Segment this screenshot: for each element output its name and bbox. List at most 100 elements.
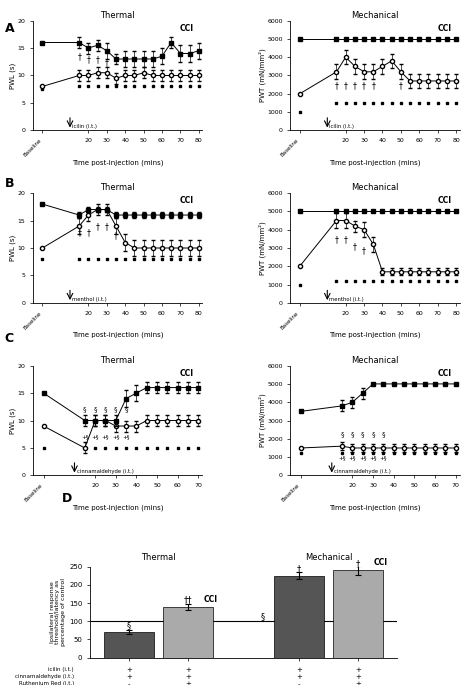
Text: +: + bbox=[296, 674, 302, 680]
Bar bbox=[333, 571, 383, 658]
Text: +§: +§ bbox=[349, 455, 356, 460]
Text: Ruthenium Red (i.t.): Ruthenium Red (i.t.) bbox=[18, 682, 74, 685]
Text: +§: +§ bbox=[369, 455, 377, 460]
Text: †: † bbox=[86, 228, 91, 237]
Text: menthol (i.t.): menthol (i.t.) bbox=[72, 297, 107, 302]
Text: †: † bbox=[371, 81, 375, 90]
Text: CCI: CCI bbox=[437, 24, 451, 33]
Text: †: † bbox=[362, 81, 366, 90]
Text: §: § bbox=[361, 431, 365, 437]
Y-axis label: PWT (mN/mm²): PWT (mN/mm²) bbox=[258, 394, 266, 447]
Text: +§: +§ bbox=[81, 435, 89, 440]
Text: +: + bbox=[126, 667, 132, 673]
Text: †: † bbox=[77, 228, 81, 237]
Text: menthol (i.t.): menthol (i.t.) bbox=[329, 297, 364, 302]
Text: †: † bbox=[335, 81, 338, 90]
Text: §: § bbox=[114, 406, 118, 412]
Text: cinnamaldehyde (i.t.): cinnamaldehyde (i.t.) bbox=[15, 674, 74, 679]
Text: D: D bbox=[62, 492, 72, 505]
Text: †: † bbox=[362, 247, 366, 256]
Text: +: + bbox=[185, 667, 191, 673]
Text: +: + bbox=[185, 674, 191, 680]
Text: †: † bbox=[105, 58, 109, 67]
X-axis label: Time post-injection (mins): Time post-injection (mins) bbox=[72, 160, 164, 166]
Text: +§: +§ bbox=[359, 455, 366, 460]
Text: icilin (i.t.): icilin (i.t.) bbox=[48, 667, 74, 672]
Text: +§: +§ bbox=[122, 435, 130, 440]
Text: -: - bbox=[128, 682, 130, 685]
Text: †: † bbox=[86, 55, 91, 64]
Title: Thermal: Thermal bbox=[100, 11, 135, 20]
Text: §: § bbox=[124, 406, 128, 412]
Text: §: § bbox=[340, 431, 344, 437]
Text: +: + bbox=[185, 682, 191, 685]
Text: B: B bbox=[5, 177, 14, 190]
Text: †: † bbox=[399, 81, 403, 90]
Text: C: C bbox=[5, 332, 14, 345]
X-axis label: Time post-injection (mins): Time post-injection (mins) bbox=[72, 332, 164, 338]
Text: CCI: CCI bbox=[374, 558, 388, 567]
Text: +§: +§ bbox=[91, 435, 99, 440]
Text: -: - bbox=[298, 682, 301, 685]
Text: CCI: CCI bbox=[180, 24, 194, 33]
Text: §: § bbox=[93, 406, 97, 412]
Text: †: † bbox=[114, 231, 118, 240]
Bar bbox=[274, 576, 324, 658]
Text: CCI: CCI bbox=[204, 595, 218, 603]
X-axis label: Time post-injection (mins): Time post-injection (mins) bbox=[72, 504, 164, 511]
Text: §: § bbox=[127, 621, 131, 630]
Text: +: + bbox=[356, 667, 361, 673]
Title: Mechanical: Mechanical bbox=[351, 356, 399, 365]
Text: §: § bbox=[371, 431, 375, 437]
Text: †: † bbox=[344, 81, 347, 90]
Text: §: § bbox=[261, 612, 264, 621]
Text: icilin (i.t.): icilin (i.t.) bbox=[329, 124, 354, 129]
Text: ††: †† bbox=[183, 595, 192, 604]
Y-axis label: Ipsilateral response
threshold/latency as
percentage of control: Ipsilateral response threshold/latency a… bbox=[50, 578, 66, 646]
Title: Mechanical: Mechanical bbox=[351, 184, 399, 192]
Y-axis label: PWL (s): PWL (s) bbox=[10, 62, 16, 88]
X-axis label: Time post-injection (mins): Time post-injection (mins) bbox=[329, 504, 421, 511]
Text: †: † bbox=[335, 236, 338, 245]
Title: Thermal: Thermal bbox=[100, 184, 135, 192]
Title: Mechanical: Mechanical bbox=[351, 11, 399, 20]
Bar bbox=[104, 632, 154, 658]
Text: +§: +§ bbox=[338, 455, 346, 460]
Text: †: † bbox=[353, 81, 357, 90]
Text: §: § bbox=[382, 431, 385, 437]
Text: +: + bbox=[356, 674, 361, 680]
Text: §: § bbox=[351, 431, 354, 437]
Text: †: † bbox=[353, 242, 357, 251]
Y-axis label: PWL (s): PWL (s) bbox=[10, 235, 16, 261]
Text: †: † bbox=[105, 223, 109, 232]
Text: †: † bbox=[96, 55, 100, 64]
Text: +§: +§ bbox=[102, 435, 109, 440]
Text: +: + bbox=[296, 667, 302, 673]
Text: Thermal: Thermal bbox=[141, 553, 176, 562]
Text: +: + bbox=[126, 674, 132, 680]
Text: CCI: CCI bbox=[180, 369, 194, 378]
Text: Mechanical: Mechanical bbox=[305, 553, 353, 562]
Text: icilin (i.t.): icilin (i.t.) bbox=[72, 124, 97, 129]
Text: †: † bbox=[356, 559, 360, 568]
Text: cinnamaldehyde (i.t.): cinnamaldehyde (i.t.) bbox=[334, 469, 391, 474]
Text: †: † bbox=[77, 53, 81, 62]
Y-axis label: PWT (mN/mm²): PWT (mN/mm²) bbox=[258, 221, 266, 275]
Text: †: † bbox=[96, 223, 100, 232]
X-axis label: Time post-injection (mins): Time post-injection (mins) bbox=[329, 160, 421, 166]
Text: †: † bbox=[297, 564, 301, 573]
Text: +§: +§ bbox=[112, 435, 119, 440]
Text: §: § bbox=[104, 406, 107, 412]
Text: †: † bbox=[344, 236, 347, 245]
Text: +§: +§ bbox=[380, 455, 387, 460]
Text: CCI: CCI bbox=[180, 197, 194, 205]
Text: CCI: CCI bbox=[437, 369, 451, 378]
X-axis label: Time post-injection (mins): Time post-injection (mins) bbox=[329, 332, 421, 338]
Text: CCI: CCI bbox=[437, 197, 451, 205]
Y-axis label: PWL (s): PWL (s) bbox=[10, 408, 16, 434]
Y-axis label: PWT (mN/mm²): PWT (mN/mm²) bbox=[258, 49, 266, 102]
Title: Thermal: Thermal bbox=[100, 356, 135, 365]
Text: cinnamaldehyde (i.t.): cinnamaldehyde (i.t.) bbox=[76, 469, 133, 474]
Text: A: A bbox=[5, 22, 14, 35]
Text: §: § bbox=[83, 406, 87, 412]
